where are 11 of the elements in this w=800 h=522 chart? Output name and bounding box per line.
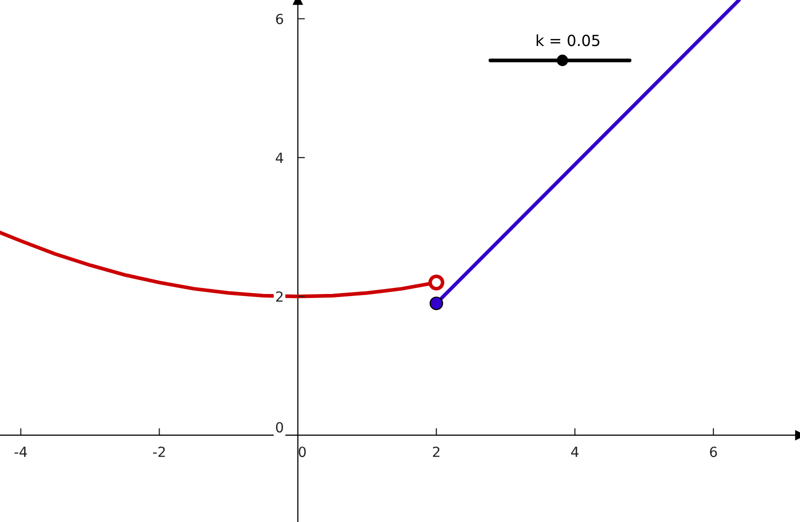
x-tick-label: 4 (571, 446, 579, 457)
y-tick-label: 0 (276, 422, 284, 433)
x-tick-label: 6 (710, 446, 717, 458)
y-tick-label: 4 (276, 152, 284, 163)
y-tick-label: 6 (276, 14, 284, 24)
annotation: k = 0.05 (536, 34, 600, 46)
x-tick-label: 0 (298, 446, 306, 458)
x-tick-label: -4 (14, 446, 27, 457)
x-tick-label: 2 (432, 446, 440, 457)
y-tick-label: 2 (276, 291, 283, 302)
x-tick-label: -2 (153, 446, 165, 457)
